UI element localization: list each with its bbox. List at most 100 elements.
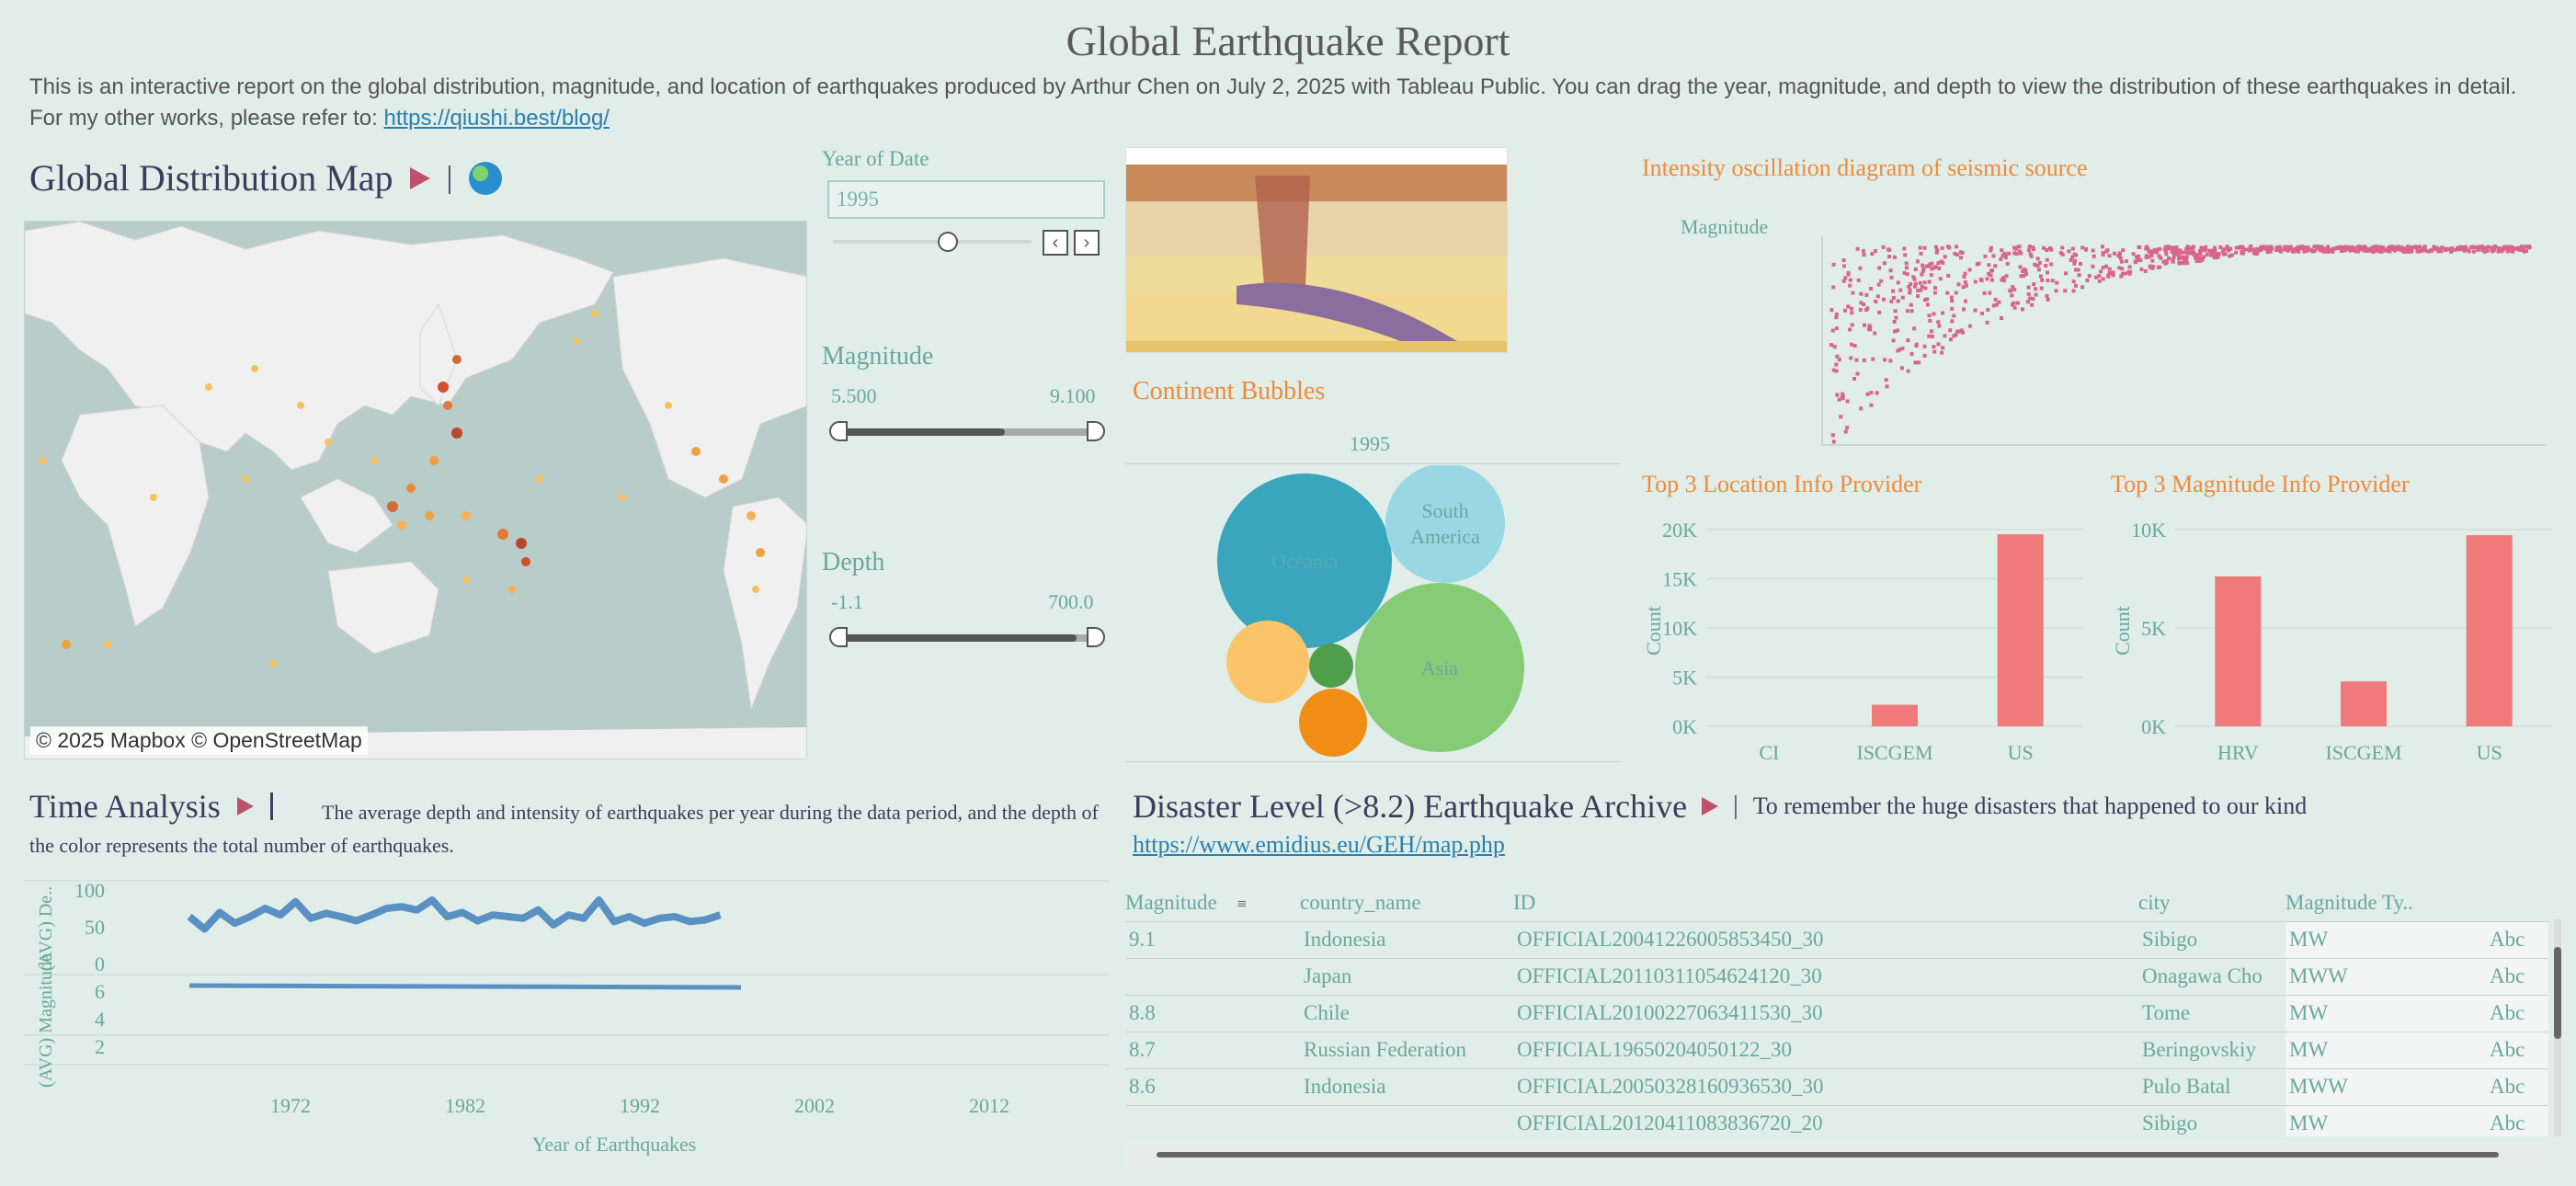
scatter-point <box>1858 307 1863 312</box>
next-year-button[interactable]: › <box>1074 230 1100 256</box>
scatter-point <box>2432 245 2436 249</box>
depth-min-handle[interactable] <box>829 627 848 647</box>
bubble-continent-4[interactable] <box>1309 644 1353 688</box>
scatter-point <box>2222 252 2227 257</box>
table-cell: OFFICIAL20120411083836720_20 <box>1513 1105 2138 1136</box>
top-magnitude-chart[interactable]: Count 10K 5K 0K HRV ISCGEM US <box>2111 511 2570 759</box>
scatter-point <box>1962 307 1966 312</box>
scatter-point <box>1918 245 1922 250</box>
magnitude-min-handle[interactable] <box>829 421 848 441</box>
x-tick-label: HRV <box>2217 741 2259 759</box>
column-header[interactable]: ID <box>1513 884 2138 922</box>
scatter-point <box>2172 252 2176 256</box>
scatter-point <box>2477 245 2481 249</box>
x-tick-label: ISCGEM <box>2325 741 2401 759</box>
scatter-point <box>1954 333 1958 337</box>
globe-icon[interactable] <box>469 161 503 195</box>
scatter-point <box>2240 249 2244 254</box>
scatter-point <box>2474 245 2479 250</box>
table-row[interactable]: 8.8 Chile OFFICIAL20100227063411530_30 Tome… <box>1125 995 2548 1032</box>
magnitude-tick-label: 6 <box>95 980 105 1003</box>
blog-link[interactable]: https://qiushi.best/blog/ <box>383 106 610 131</box>
play-icon[interactable] <box>236 797 254 815</box>
scatter-point <box>2036 268 2041 272</box>
bar-iscgem[interactable] <box>1872 704 1918 726</box>
magnitude-max-handle[interactable] <box>1087 421 1105 441</box>
scatter-point <box>1989 268 1993 273</box>
table-cell <box>1300 1105 1513 1136</box>
play-icon[interactable] <box>409 166 430 189</box>
table-cell: OFFICIAL20100227063411530_30 <box>1513 995 2138 1032</box>
depth-slider-track[interactable] <box>838 634 1094 642</box>
scatter-point <box>2394 246 2399 251</box>
scatter-point <box>2000 316 2003 320</box>
table-cell: Abc <box>2486 1105 2548 1136</box>
bar-us[interactable] <box>2466 535 2513 726</box>
scatter-point <box>1939 259 1943 264</box>
scatter-point <box>2296 245 2300 250</box>
depth-line[interactable] <box>187 896 722 933</box>
table-row[interactable]: 8.7 Russian Federation OFFICIAL19650204050… <box>1125 1032 2548 1069</box>
table-horizontal-scrollbar[interactable] <box>1125 1140 2548 1168</box>
scatter-point <box>1859 301 1864 305</box>
scatter-point <box>1973 308 1978 313</box>
scatter-point <box>2011 302 2014 307</box>
bar-us[interactable] <box>1997 534 2044 726</box>
scatter-point <box>2427 249 2432 254</box>
scatter-point <box>1909 302 1913 307</box>
map-attribution[interactable]: © 2025 Mapbox © OpenStreetMap <box>30 726 368 755</box>
prev-year-button[interactable]: ‹ <box>1043 230 1068 256</box>
year-slider-track[interactable] <box>833 240 1032 244</box>
year-input[interactable]: 1995 <box>827 180 1105 219</box>
bubble-asia[interactable] <box>1355 583 1524 752</box>
magnitude-line[interactable] <box>188 983 742 990</box>
archive-table-container[interactable]: Magnitude ≡ country_name ID city Magnitude Ty… <box>1125 884 2548 1136</box>
table-row[interactable]: Japan OFFICIAL20110311054624120_30 Onagawa… <box>1125 958 2548 996</box>
intensity-scatter[interactable] <box>1811 234 2547 447</box>
scatter-point <box>1943 334 1947 338</box>
column-header[interactable]: Magnitude Ty.. <box>2285 884 2486 922</box>
table-row[interactable]: 8.6 Indonesia OFFICIAL20050328160936530_30… <box>1125 1068 2548 1106</box>
column-header[interactable]: country_name <box>1300 884 1513 922</box>
table-vertical-scrollbar[interactable] <box>2554 919 2561 1136</box>
bubble-continent-3[interactable] <box>1226 621 1309 703</box>
scatter-point <box>2354 249 2359 254</box>
scatter-point <box>1830 328 1835 333</box>
scatter-point <box>2199 245 2204 250</box>
scatter-point <box>2150 258 2155 263</box>
column-header[interactable]: Magnitude ≡ <box>1125 884 1300 922</box>
year-slider-knob[interactable] <box>938 232 958 252</box>
sort-icon[interactable]: ≡ <box>1237 894 1247 913</box>
bubble-continent-5[interactable] <box>1299 689 1367 757</box>
world-map[interactable]: © 2025 Mapbox © OpenStreetMap <box>24 221 807 759</box>
vertical-scroll-thumb[interactable] <box>2554 947 2561 1039</box>
scatter-point <box>1980 311 1984 315</box>
scatter-point <box>2359 247 2364 252</box>
depth-max: 700.0 <box>1048 590 1094 613</box>
depth-min: -1.1 <box>831 590 863 613</box>
play-icon[interactable] <box>1702 797 1719 815</box>
scatter-point <box>2444 248 2448 252</box>
archive-title: Disaster Level (>8.2) Earthquake Archive <box>1133 788 1688 825</box>
scatter-point <box>2028 252 2033 257</box>
column-header[interactable] <box>2486 884 2548 922</box>
scatter-point <box>1868 327 1872 332</box>
magnitude-slider-track[interactable] <box>838 428 1094 436</box>
depth-max-handle[interactable] <box>1087 627 1105 647</box>
time-analysis-chart[interactable]: 100 50 0 6 4 2 (AVG) De..(AVG) Magnitude 1972 19… <box>24 873 1109 1158</box>
archive-link[interactable]: https://www.emidius.eu/GEH/map.php <box>1133 831 1505 858</box>
bubble-south-america[interactable] <box>1385 465 1505 583</box>
table-cell: Chile <box>1300 995 1513 1032</box>
bar-iscgem[interactable] <box>2341 681 2387 726</box>
column-header[interactable]: city <box>2138 884 2285 922</box>
table-row[interactable]: OFFICIAL20120411083836720_20 Sibigo MW Abc <box>1125 1105 2548 1136</box>
bar-hrv[interactable] <box>2215 576 2262 726</box>
scatter-point <box>1875 294 1880 299</box>
horizontal-scroll-thumb[interactable] <box>1157 1152 2499 1157</box>
continent-bubbles-chart[interactable]: Oceania South America Asia <box>1125 465 1622 763</box>
top-location-chart[interactable]: Count 20K 15K 10K 5K 0K CI ISCGEM US <box>1642 511 2102 759</box>
scatter-point <box>2401 246 2406 251</box>
scatter-point <box>1873 249 1877 254</box>
table-row[interactable]: 9.1 Indonesia OFFICIAL20041226005853450_30… <box>1125 921 2548 959</box>
bubble-oceania[interactable] <box>1217 473 1392 648</box>
